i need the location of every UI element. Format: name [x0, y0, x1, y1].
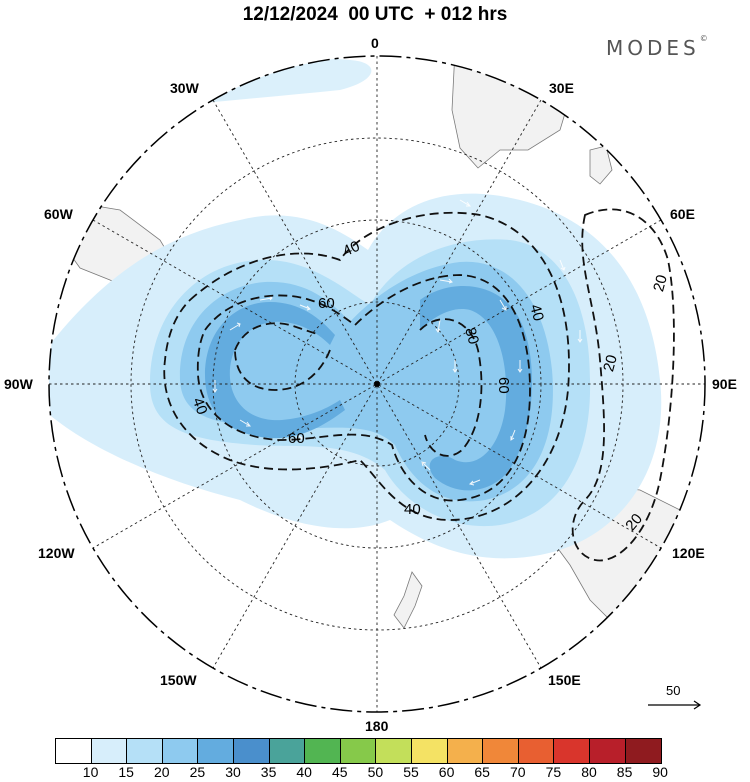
colorbar-swatch [127, 739, 163, 763]
colorbar-swatch [518, 739, 555, 763]
contour-label: 60 [495, 377, 512, 394]
land-africa [451, 56, 573, 169]
colorbar-tick-label: 25 [189, 764, 206, 780]
colorbar-swatch [305, 739, 341, 763]
contour-label: 20 [650, 273, 671, 294]
isotach-contours [163, 208, 675, 562]
colorbar-swatch [56, 739, 92, 763]
colorbar-swatch [269, 739, 306, 763]
colorbar-tick-label: 40 [296, 764, 312, 780]
colorbar-tick-label: 45 [332, 764, 348, 780]
longitude-label-30e: 30E [549, 80, 574, 96]
colorbar-tick-label: 50 [367, 764, 384, 780]
wind-vectors [212, 177, 583, 486]
colorbar-swatch [589, 739, 626, 763]
colorbar-tick-label: 80 [581, 764, 597, 780]
longitude-label-90e: 90E [712, 376, 737, 392]
colorbar-swatch [554, 739, 590, 763]
contour-label: 40 [189, 395, 211, 416]
colorbar-tick-label: 35 [260, 764, 277, 780]
colorbar-swatch [376, 739, 412, 763]
colorbar-tick-label: 70 [510, 764, 526, 780]
colorbar-swatch [91, 739, 128, 763]
contour-label: 40 [404, 501, 421, 518]
contour-label: 40 [340, 238, 362, 260]
colorbar-swatch [483, 739, 519, 763]
colorbar-swatch [411, 739, 448, 763]
contour-label: 80 [461, 326, 482, 347]
wind-speed-shading [49, 56, 662, 559]
colorbar-swatch [162, 739, 199, 763]
longitude-label-180: 180 [365, 718, 389, 734]
graticule [49, 56, 705, 712]
vector-reference-arrow [648, 700, 702, 710]
colorbar-tick-label: 85 [616, 764, 633, 780]
longitude-label-60e: 60E [670, 206, 695, 222]
wind-speed-colorbar [55, 738, 663, 764]
map-boundary [48, 55, 706, 713]
longitude-label-150e: 150E [548, 672, 581, 688]
brand-logo: MODES© [606, 34, 708, 60]
contour-label-group: 40 60 40 60 40 60 80 40 20 20 20 [189, 238, 671, 535]
colorbar-tick-label: 15 [118, 764, 134, 780]
longitude-label-150w: 150W [160, 672, 197, 688]
colorbar-tick-label: 55 [403, 764, 419, 780]
colorbar-swatch [233, 739, 270, 763]
colorbar-tick-label: 60 [438, 764, 455, 780]
contour-label: 60 [318, 295, 335, 312]
longitude-label-0: 0 [371, 35, 379, 51]
colorbar-tick-label: 30 [225, 764, 241, 780]
colorbar-tick-label: 65 [474, 764, 490, 780]
contour-label: 40 [526, 302, 547, 323]
forecast-title: 12/12/2024 00 UTC + 012 hrs [242, 4, 508, 25]
south-pole-marker [374, 381, 380, 387]
land-new-zealand [393, 571, 423, 629]
colorbar-tick-label: 10 [82, 764, 99, 780]
vector-reference-label: 50 [666, 683, 681, 698]
longitude-label-90w: 90W [4, 376, 33, 392]
longitude-label-60w: 60W [44, 206, 73, 222]
colorbar-tick-label: 90 [652, 764, 668, 780]
contour-label: 60 [288, 430, 305, 447]
colorbar-swatch [340, 739, 377, 763]
longitude-label-120w: 120W [38, 545, 75, 561]
longitude-label-120e: 120E [672, 545, 705, 561]
colorbar-tick-label: 75 [545, 764, 562, 780]
colorbar-swatch [447, 739, 484, 763]
contour-label: 20 [600, 353, 621, 374]
colorbar-tick-label: 20 [154, 764, 170, 780]
longitude-label-30w: 30W [170, 80, 199, 96]
colorbar-swatch [625, 739, 662, 763]
colorbar-swatch [198, 739, 234, 763]
